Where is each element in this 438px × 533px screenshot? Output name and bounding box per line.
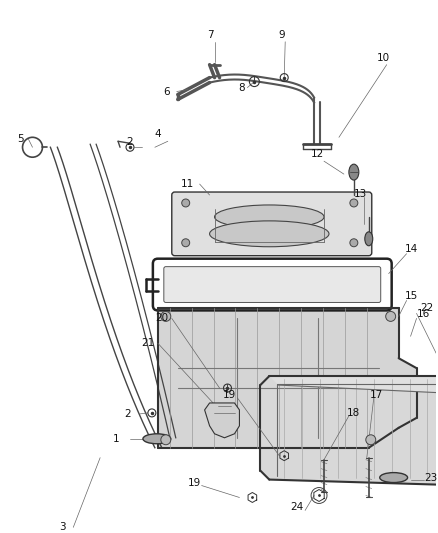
Ellipse shape: [161, 311, 171, 321]
Text: 1: 1: [113, 434, 120, 444]
Text: 24: 24: [290, 503, 304, 512]
Text: 10: 10: [377, 53, 390, 63]
Polygon shape: [158, 309, 417, 448]
Ellipse shape: [215, 205, 324, 229]
Text: 20: 20: [155, 313, 168, 324]
Ellipse shape: [380, 473, 408, 482]
Text: 9: 9: [278, 30, 285, 40]
Text: 23: 23: [424, 473, 437, 482]
Ellipse shape: [366, 435, 376, 445]
Ellipse shape: [365, 232, 373, 246]
Text: 14: 14: [405, 244, 418, 254]
Ellipse shape: [386, 311, 396, 321]
Text: 7: 7: [207, 30, 214, 40]
Ellipse shape: [210, 221, 329, 247]
Text: 13: 13: [354, 189, 367, 199]
Polygon shape: [260, 376, 438, 489]
Text: 3: 3: [59, 522, 66, 532]
Text: 8: 8: [238, 83, 245, 93]
Text: 17: 17: [370, 390, 383, 400]
Text: 2: 2: [125, 409, 131, 419]
Ellipse shape: [182, 199, 190, 207]
Text: 19: 19: [188, 478, 201, 488]
Ellipse shape: [161, 435, 171, 445]
Text: 5: 5: [17, 134, 24, 144]
Text: 2: 2: [127, 138, 133, 147]
Polygon shape: [269, 376, 438, 394]
Polygon shape: [205, 403, 240, 438]
Text: 11: 11: [181, 179, 194, 189]
Text: 4: 4: [155, 130, 161, 139]
Ellipse shape: [349, 164, 359, 180]
Ellipse shape: [350, 199, 358, 207]
Ellipse shape: [182, 239, 190, 247]
Text: 15: 15: [405, 292, 418, 302]
Text: 22: 22: [420, 303, 433, 313]
Text: 12: 12: [311, 149, 324, 159]
FancyBboxPatch shape: [164, 266, 381, 302]
Text: 16: 16: [417, 309, 430, 319]
Text: 6: 6: [163, 86, 170, 96]
Text: 19: 19: [223, 390, 236, 400]
Text: 21: 21: [141, 338, 155, 348]
Text: 18: 18: [347, 408, 360, 418]
FancyBboxPatch shape: [172, 192, 372, 256]
Ellipse shape: [143, 434, 171, 444]
Ellipse shape: [350, 239, 358, 247]
